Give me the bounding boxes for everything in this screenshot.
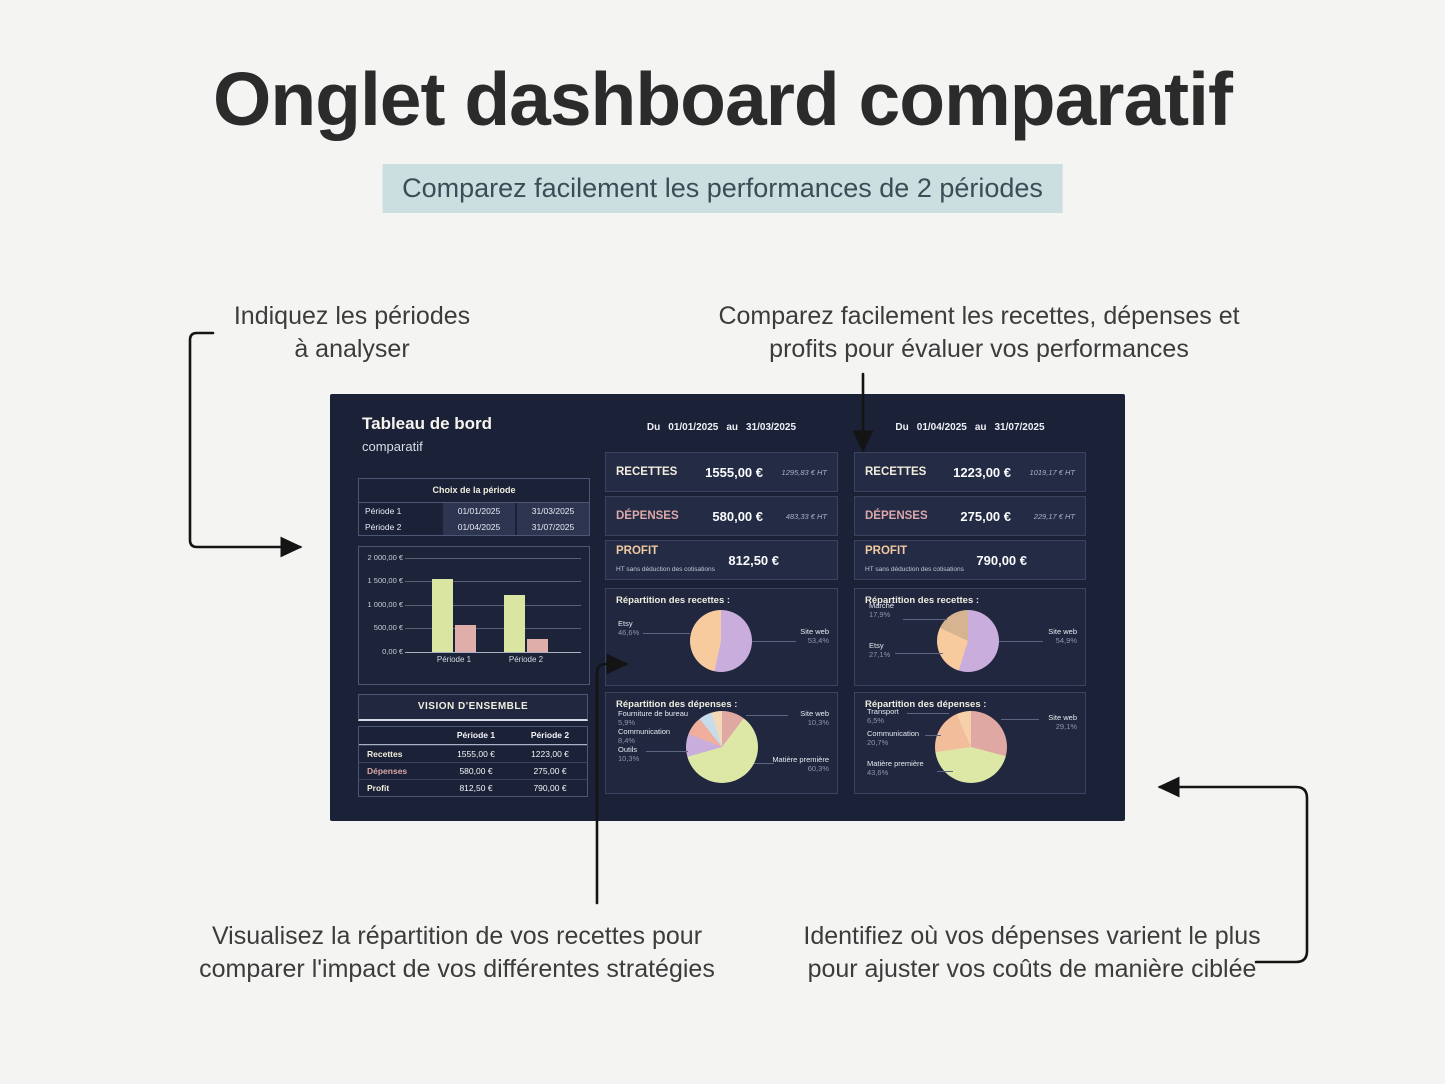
leader-line xyxy=(1001,719,1039,720)
pie-chart-depenses-p2 xyxy=(935,711,1007,783)
pie-chart-depenses-p1 xyxy=(686,711,758,783)
leader-line xyxy=(937,771,953,772)
leader-line xyxy=(999,641,1043,642)
dashboard-subtitle: comparatif xyxy=(362,439,423,454)
leader-line xyxy=(895,653,943,654)
period-row-2: Période 2 01/04/2025 31/07/2025 xyxy=(359,519,589,535)
bar-recettes-p1 xyxy=(432,578,453,652)
annotation-depenses-variation: Identifiez où vos dépenses varient le pl… xyxy=(803,922,1261,983)
recettes-card-p2: RECETTES 1223,00 € 1019,17 € HT xyxy=(854,452,1086,492)
recettes-card-p1: RECETTES 1555,00 € 1295,83 € HT xyxy=(605,452,838,492)
pie-label-outils: Outils 10,3% xyxy=(618,745,640,764)
overview-row-depenses: Dépenses 580,00 € 275,00 € xyxy=(359,762,587,779)
pie-label-etsy: Etsy 46,6% xyxy=(618,619,640,638)
period2-end-cell: 31/07/2025 xyxy=(515,519,589,535)
annotation-periods: Indiquez les périodes à analyser xyxy=(233,302,471,363)
annotation-compare-cards: Comparez facilement les recettes, dépens… xyxy=(718,302,1240,363)
leader-line xyxy=(746,715,788,716)
period2-start-cell: 01/04/2025 xyxy=(441,519,515,535)
pie-label-fourniture: Fourniture de bureau 5,9% xyxy=(618,709,689,728)
period-selector-header: Choix de la période xyxy=(359,479,589,503)
gridline xyxy=(405,628,581,629)
pie-label-marche: Marché 17,9% xyxy=(869,601,895,620)
pie-label-matiere-premiere: Matière première 60,3% xyxy=(772,755,829,774)
period-selector-table: Choix de la période Période 1 01/01/2025… xyxy=(358,478,590,536)
bar-group-periode1 xyxy=(432,578,476,652)
leader-line xyxy=(907,713,949,714)
pie-chart-recettes-p2 xyxy=(937,610,999,672)
overview-header: VISION D'ENSEMBLE xyxy=(358,694,588,721)
recettes-pie-box-p2: Répartition des recettes : Marché 17,9% … xyxy=(854,588,1086,686)
overview-column-headers: Période 1 Période 2 xyxy=(359,727,587,745)
gridline xyxy=(405,558,581,559)
pie-label-site-web: Site web 10,3% xyxy=(800,709,829,728)
period-row-1: Période 1 01/01/2025 31/03/2025 xyxy=(359,503,589,519)
profit-card-p2: PROFIT HT sans déduction des cotisations… xyxy=(854,540,1086,580)
pie-label-etsy: Etsy 27,1% xyxy=(869,641,891,660)
leader-line xyxy=(646,751,688,752)
recettes-pie-box-p1: Répartition des recettes : Etsy 46,6% Si… xyxy=(605,588,838,686)
period1-date-range: Du 01/01/2025 au 31/03/2025 xyxy=(646,422,797,433)
x-axis-line xyxy=(405,652,581,653)
pie-label-site-web: Site web 53,4% xyxy=(800,627,829,646)
gridline xyxy=(405,605,581,606)
period1-end-cell: 31/03/2025 xyxy=(515,503,589,519)
category-label: Période 1 xyxy=(436,655,472,664)
bar-recettes-p2 xyxy=(504,594,525,652)
category-label: Période 2 xyxy=(508,655,544,664)
pie-label-site-web: Site web 54,9% xyxy=(1048,627,1077,646)
depenses-pie-box-p2: Répartition des dépenses : Transport 6,5… xyxy=(854,692,1086,794)
leader-line xyxy=(754,763,774,764)
pie-label-communication: Communication 8,4% xyxy=(618,727,671,746)
leader-line xyxy=(925,735,941,736)
pie-label-site-web: Site web 29,1% xyxy=(1048,713,1077,732)
bar-chart: 2 000,00 € 1 500,00 € 1 000,00 € 500,00 … xyxy=(358,546,590,685)
overview-row-profit: Profit 812,50 € 790,00 € xyxy=(359,779,587,796)
bar-group-periode2 xyxy=(504,594,548,652)
profit-card-p1: PROFIT HT sans déduction des cotisations… xyxy=(605,540,838,580)
annotation-recettes-split: Visualisez la répartition de vos recette… xyxy=(199,922,715,983)
pie-label-transport: Transport 6,5% xyxy=(867,707,899,726)
period1-column: Du 01/01/2025 au 31/03/2025 RECETTES 1555,0… xyxy=(605,394,838,821)
leader-line xyxy=(643,633,690,634)
bar-depenses-p2 xyxy=(527,639,548,652)
depenses-card-p2: DÉPENSES 275,00 € 229,17 € HT xyxy=(854,496,1086,536)
period2-column: Du 01/04/2025 au 31/07/2025 RECETTES 1223,0… xyxy=(854,394,1086,821)
overview-table: Période 1 Période 2 Recettes 1555,00 € 1… xyxy=(358,726,588,797)
period2-date-range: Du 01/04/2025 au 31/07/2025 xyxy=(895,422,1045,433)
pie-label-communication: Communication 20,7% xyxy=(867,729,920,748)
bar-depenses-p1 xyxy=(455,624,476,652)
depenses-card-p1: DÉPENSES 580,00 € 483,33 € HT xyxy=(605,496,838,536)
page-subtitle: Comparez facilement les performances de … xyxy=(382,164,1063,213)
gridline xyxy=(405,581,581,582)
pie-chart-recettes-p1 xyxy=(690,610,752,672)
pie-label-matiere-premiere: Matière première 43,6% xyxy=(867,759,924,778)
dashboard-title: Tableau de bord xyxy=(362,414,493,433)
depenses-pie-box-p1: Répartition des dépenses : Fourniture de… xyxy=(605,692,838,794)
dashboard-panel: Tableau de bord comparatif Choix de la p… xyxy=(330,394,1125,821)
page-title: Onglet dashboard comparatif xyxy=(213,57,1233,141)
overview-row-recettes: Recettes 1555,00 € 1223,00 € xyxy=(359,745,587,762)
leader-line xyxy=(752,641,796,642)
period1-start-cell: 01/01/2025 xyxy=(441,503,515,519)
leader-line xyxy=(903,619,947,620)
